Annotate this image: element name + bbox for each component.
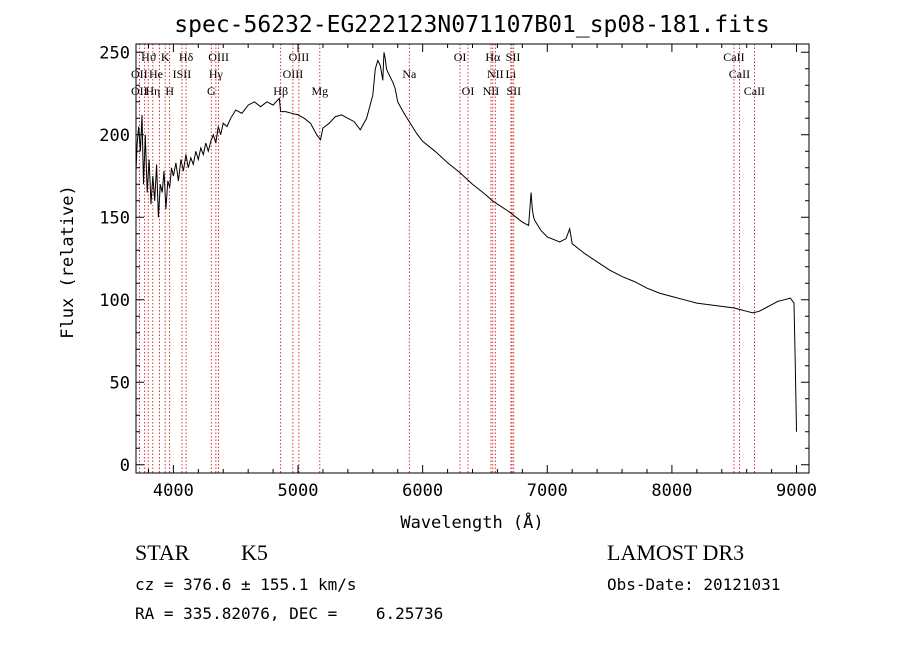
x-tick-label: 5000 <box>278 481 319 501</box>
emission-line-markers <box>138 44 755 473</box>
x-tick-label: 7000 <box>527 481 568 501</box>
x-axis-ticks: 4000 5000 6000 7000 8000 9000 <box>147 44 817 501</box>
emission-line-labels: Hϑ K Hδ OIII OIII OI Hα SII CaII OII He ISII Hγ OIII N… <box>131 50 765 98</box>
line-label: Hη <box>145 84 160 98</box>
line-label: G <box>207 84 216 98</box>
x-tick-label: 6000 <box>402 481 443 501</box>
line-label: OI <box>462 84 475 98</box>
line-label: SII <box>506 50 521 64</box>
line-label: CaII <box>729 67 750 81</box>
object-subclass: K5 <box>241 540 268 565</box>
plot-frame <box>135 43 810 474</box>
y-tick-label: 100 <box>99 291 130 311</box>
y-tick-label: 0 <box>120 456 130 476</box>
spectrum-line <box>135 52 797 432</box>
coordinates: RA = 335.82076, DEC = 6.25736 <box>135 604 444 623</box>
line-label: Hβ <box>273 84 288 98</box>
line-label: CaII <box>744 84 765 98</box>
line-label: SII <box>506 84 521 98</box>
line-label: H <box>165 84 174 98</box>
x-tick-label: 4000 <box>153 481 194 501</box>
chart-title: spec-56232-EG222123N071107B01_sp08-181.f… <box>174 12 769 38</box>
line-label: OIII <box>283 67 304 81</box>
x-tick-label: 9000 <box>776 481 817 501</box>
line-label: OIII <box>289 50 310 64</box>
line-label: OIII <box>208 50 229 64</box>
y-tick-label: 50 <box>110 373 130 393</box>
line-label: CaII <box>723 50 744 64</box>
line-label: ISII <box>173 67 192 81</box>
line-label: He <box>149 67 163 81</box>
x-tick-label: 8000 <box>651 481 692 501</box>
line-label: K <box>161 50 170 64</box>
line-label: Li <box>506 67 517 81</box>
redshift-velocity: cz = 376.6 ± 155.1 km/s <box>135 575 357 594</box>
y-tick-label: 200 <box>99 126 130 146</box>
line-label: OII <box>131 84 148 98</box>
line-label: Hϑ <box>141 50 156 64</box>
y-axis-label: Flux (relative) <box>58 185 78 339</box>
line-label: Mg <box>311 84 328 98</box>
line-label: Na <box>402 67 417 81</box>
line-label: Hγ <box>209 67 224 81</box>
survey-name: LAMOST DR3 <box>607 540 745 565</box>
y-axis-ticks: 0 50 100 150 200 250 <box>99 43 809 476</box>
line-label: OI <box>454 50 467 64</box>
object-class: STAR <box>135 540 190 565</box>
line-label: Hα <box>485 50 501 64</box>
x-axis-label: Wavelength (Å) <box>400 511 543 533</box>
line-label: Hδ <box>179 50 194 64</box>
line-label: NII <box>483 84 500 98</box>
y-tick-label: 250 <box>99 43 130 63</box>
line-label: NII <box>487 67 504 81</box>
y-tick-label: 150 <box>99 208 130 228</box>
observation-date: Obs-Date: 20121031 <box>607 575 781 594</box>
line-label: OII <box>131 67 148 81</box>
